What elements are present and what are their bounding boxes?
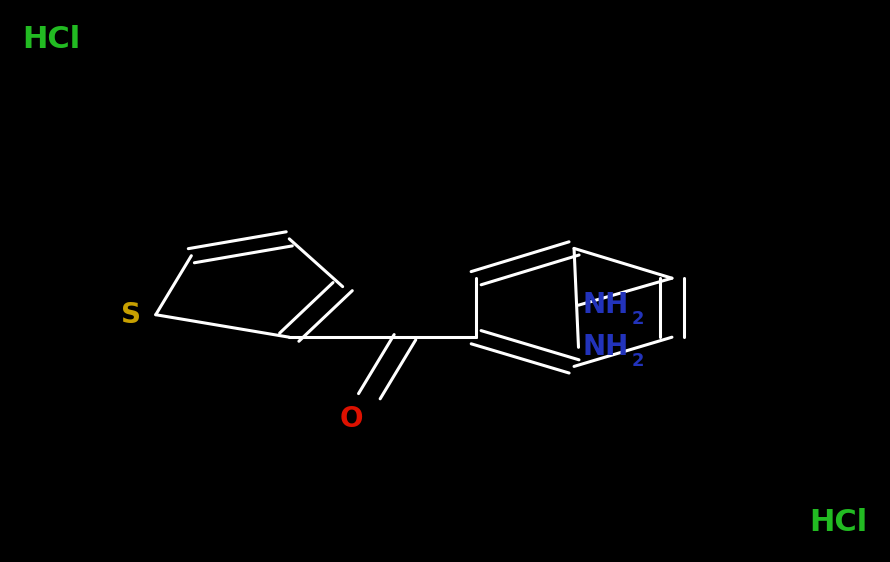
- Text: NH: NH: [583, 291, 629, 319]
- Text: NH: NH: [583, 333, 629, 361]
- Text: S: S: [121, 301, 141, 329]
- Text: O: O: [340, 405, 363, 433]
- Text: 2: 2: [632, 352, 644, 370]
- Text: HCl: HCl: [22, 25, 80, 55]
- Text: HCl: HCl: [810, 507, 868, 537]
- Text: 2: 2: [632, 310, 644, 328]
